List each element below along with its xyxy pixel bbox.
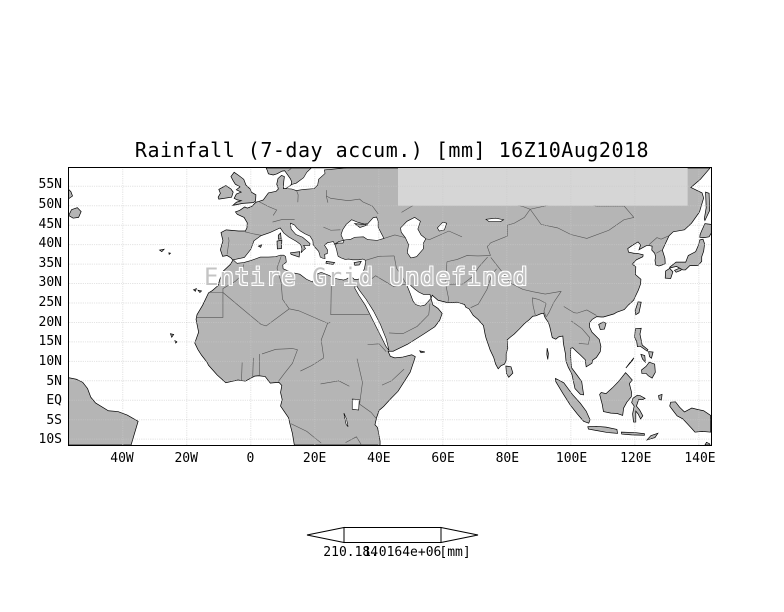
seas-and-lakes bbox=[233, 168, 503, 427]
colorbar-labels: 210.1841.0164e+06[mm] bbox=[292, 545, 502, 560]
newfoundland-island bbox=[69, 208, 81, 219]
hainan bbox=[599, 322, 606, 329]
y-tick-label: 10S bbox=[38, 432, 62, 448]
grid-lines bbox=[69, 168, 711, 445]
lake-balkhash bbox=[486, 218, 504, 222]
y-tick-label: 30N bbox=[38, 275, 62, 291]
plot-title: Rainfall (7-day accum.) [mm] 16Z10Aug201… bbox=[134, 138, 650, 162]
cape-verde-1 bbox=[170, 334, 173, 338]
taiwan bbox=[635, 302, 641, 315]
honshu bbox=[670, 239, 705, 270]
socotra bbox=[420, 351, 425, 353]
andaman-islands bbox=[547, 348, 549, 359]
y-tick-label: EQ bbox=[46, 393, 62, 409]
sulawesi bbox=[632, 395, 645, 422]
lake-victoria bbox=[352, 399, 359, 410]
y-tick-label: 15N bbox=[38, 334, 62, 350]
colorbar-units-label: [mm] bbox=[439, 545, 471, 560]
x-tick-label: 20W bbox=[174, 451, 198, 466]
map-plot-area bbox=[68, 167, 712, 446]
palawan bbox=[626, 358, 634, 368]
crete bbox=[326, 261, 335, 264]
lesser-sunda bbox=[621, 432, 644, 435]
kyushu bbox=[665, 268, 673, 278]
undefined-grid-message: Entire Grid Undefined bbox=[204, 263, 529, 291]
ireland-island bbox=[218, 186, 233, 200]
canary-1 bbox=[193, 289, 196, 292]
balearic-islands bbox=[258, 245, 261, 248]
labrador-coast bbox=[69, 189, 73, 198]
sicily bbox=[290, 252, 299, 257]
x-tick-label: 140E bbox=[684, 451, 716, 466]
cyprus bbox=[354, 261, 361, 265]
x-tick-label: 40E bbox=[367, 451, 391, 466]
y-tick-label: 25N bbox=[38, 295, 62, 311]
y-tick-label: 20N bbox=[38, 314, 62, 330]
mediterranean-black-sea bbox=[233, 217, 384, 282]
y-tick-label: 55N bbox=[38, 177, 62, 193]
sardinia bbox=[277, 240, 282, 249]
java bbox=[588, 426, 618, 433]
mindanao bbox=[642, 362, 656, 378]
colorbar-min-label: 210.184 bbox=[323, 545, 379, 560]
y-tick-label: 5N bbox=[46, 373, 62, 389]
colorbar-right-arrow bbox=[441, 528, 478, 543]
x-tick-label: 0 bbox=[246, 451, 255, 466]
x-tick-label: 20E bbox=[302, 451, 327, 466]
canary-2 bbox=[198, 290, 202, 292]
azores-2 bbox=[169, 253, 171, 255]
y-tick-label: 35N bbox=[38, 255, 62, 271]
y-tick-label: 10N bbox=[38, 353, 62, 369]
sri-lanka bbox=[506, 366, 513, 377]
caspian-sea bbox=[401, 217, 426, 257]
south-america-landmass bbox=[69, 378, 138, 445]
y-tick-label: 45N bbox=[38, 216, 62, 232]
colorbar-segment bbox=[343, 527, 442, 543]
lake-tanganyika bbox=[344, 413, 348, 427]
x-tick-label: 60E bbox=[431, 451, 455, 466]
negros-panay bbox=[641, 354, 645, 362]
aral-sea bbox=[437, 222, 446, 231]
cape-york bbox=[705, 442, 710, 445]
corsica bbox=[278, 233, 281, 239]
new-guinea bbox=[670, 402, 711, 432]
sakhalin bbox=[704, 192, 709, 220]
x-tick-label: 120E bbox=[620, 451, 652, 466]
halmahera bbox=[659, 394, 663, 400]
samar-leyte bbox=[649, 352, 653, 359]
baltic-sea bbox=[286, 168, 346, 191]
x-tick-label: 40W bbox=[110, 451, 134, 466]
luzon bbox=[635, 328, 648, 351]
borneo bbox=[600, 373, 633, 416]
undefined-region-band bbox=[398, 168, 688, 206]
y-tick-label: 50N bbox=[38, 197, 62, 212]
red-sea bbox=[355, 284, 389, 351]
colorbar-left-arrow bbox=[307, 528, 344, 543]
x-tick-label: 100E bbox=[555, 451, 588, 466]
world-map bbox=[69, 168, 711, 445]
x-tick-label: 80E bbox=[495, 451, 520, 466]
sumatra bbox=[555, 378, 590, 423]
timor bbox=[647, 433, 658, 440]
y-tick-label: 5S bbox=[46, 412, 62, 428]
islands bbox=[160, 192, 711, 445]
colorbar-max-label: 1.0164e+06 bbox=[363, 545, 442, 560]
great-britain-island bbox=[231, 172, 256, 205]
hokkaido bbox=[700, 224, 711, 238]
azores-1 bbox=[160, 249, 164, 251]
colorbar bbox=[306, 526, 479, 544]
persian-gulf bbox=[406, 284, 431, 306]
y-tick-label: 40N bbox=[38, 236, 62, 252]
